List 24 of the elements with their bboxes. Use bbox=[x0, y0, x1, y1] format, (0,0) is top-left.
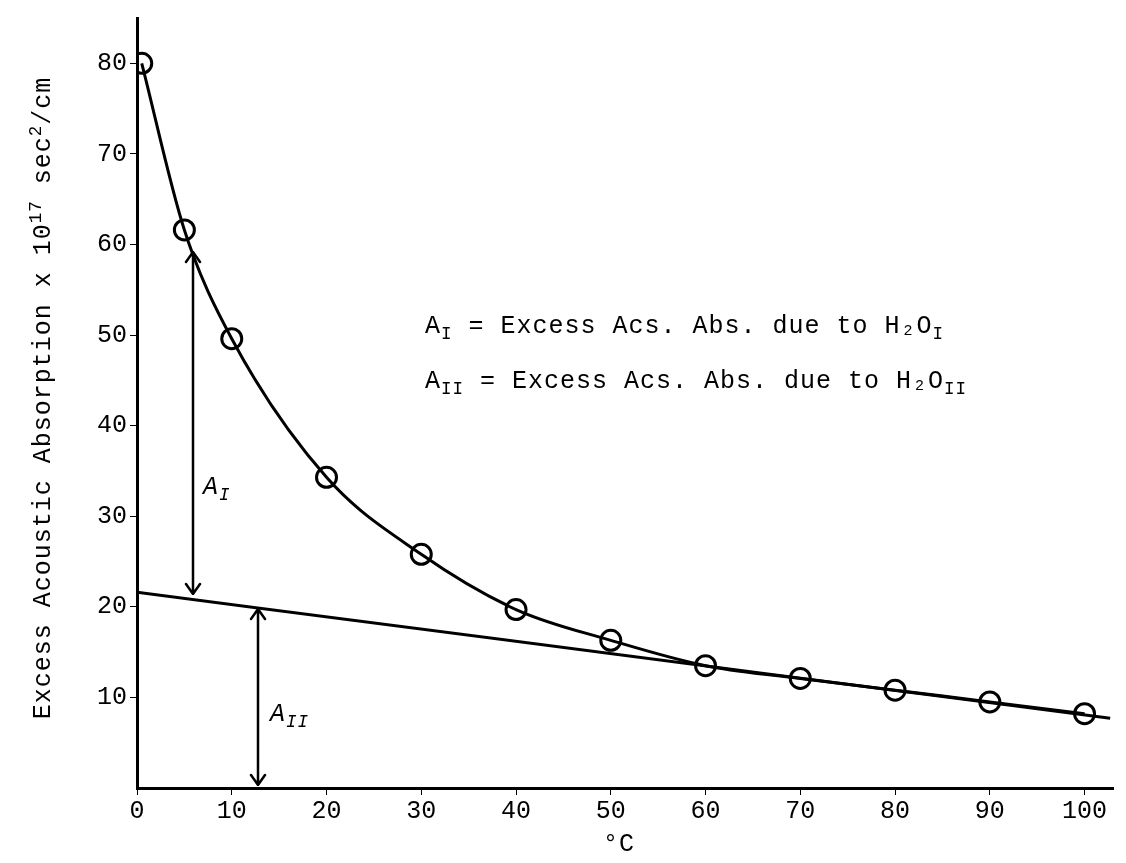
y-tick-label: 30 bbox=[96, 501, 127, 531]
x-tick-label: 60 bbox=[690, 796, 721, 826]
y-tick-label: 70 bbox=[96, 139, 127, 169]
x-axis-title: °C bbox=[603, 830, 636, 859]
x-tick-label: 90 bbox=[974, 796, 1005, 826]
x-tick-label: 20 bbox=[311, 796, 342, 826]
x-tick-label: 0 bbox=[129, 796, 145, 826]
y-tick-label: 80 bbox=[96, 48, 127, 78]
annotation: A$_{II}$ = Excess Acs. Abs. due to H₂O$_{II}$ bbox=[425, 367, 968, 399]
x-tick-label: 50 bbox=[595, 796, 626, 826]
annotation: A$_{I}$ bbox=[203, 473, 231, 505]
x-tick-label: 10 bbox=[216, 796, 247, 826]
y-tick-label: 10 bbox=[96, 683, 127, 713]
annotation: A$_{II}$ bbox=[270, 700, 310, 732]
x-tick-label: 40 bbox=[501, 796, 532, 826]
x-tick-label: 30 bbox=[406, 796, 437, 826]
annotation: A$_{I}$ = Excess Acs. Abs. due to H₂O$_{I}$ bbox=[425, 312, 945, 344]
y-tick-label: 50 bbox=[96, 320, 127, 350]
y-tick-label: 60 bbox=[96, 230, 127, 260]
y-tick-label: 40 bbox=[96, 411, 127, 441]
x-tick-label: 100 bbox=[1062, 796, 1108, 826]
y-tick-label: 20 bbox=[96, 592, 127, 622]
x-tick-label: 80 bbox=[880, 796, 911, 826]
x-tick-label: 70 bbox=[785, 796, 816, 826]
